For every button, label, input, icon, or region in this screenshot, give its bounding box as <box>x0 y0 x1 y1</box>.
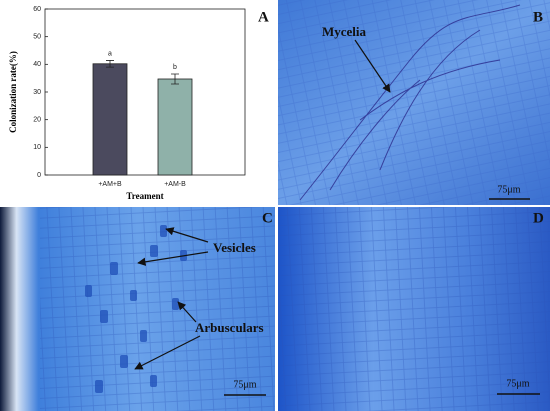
significance-label: b <box>173 64 177 71</box>
y-tick-label: 10 <box>33 144 41 151</box>
arrow <box>177 301 197 323</box>
scale-bar-label: 75μm <box>506 378 529 389</box>
arrow <box>137 251 209 266</box>
arrow <box>354 39 391 93</box>
panel-label: B <box>533 9 543 25</box>
micrograph-d <box>278 207 550 411</box>
error-bar <box>171 73 179 85</box>
plot-frame <box>44 8 246 176</box>
panel-label: D <box>533 210 544 226</box>
y-tick-label: 60 <box>33 6 41 13</box>
y-tick-label: 30 <box>33 89 41 96</box>
scale-bar-label: 75μm <box>497 184 520 195</box>
micrograph-c <box>0 207 275 411</box>
x-tick-label: +AM-B <box>164 181 186 188</box>
x-axis-title: Treament <box>126 191 163 201</box>
micrograph-b <box>278 0 550 205</box>
panel-label: C <box>262 210 273 226</box>
y-axis-title: Colonization rate(%) <box>8 51 18 133</box>
annotation: Mycelia <box>322 24 367 39</box>
y-tick-label: 0 <box>37 172 41 179</box>
bar <box>92 63 128 176</box>
significance-label: a <box>108 50 112 57</box>
annotation: Vesicles <box>213 240 256 255</box>
annotation: Arbusculars <box>195 320 264 335</box>
bar-chart: A Colonization rate(%) Treament 0 10 20 30 4… <box>8 6 269 201</box>
arrow <box>134 335 201 370</box>
y-tick-label: 40 <box>33 61 41 68</box>
y-tick-label: 20 <box>33 117 41 124</box>
x-tick-label: +AM+B <box>98 181 122 188</box>
error-bar <box>106 60 114 68</box>
scale-bar-label: 75μm <box>233 379 256 390</box>
arrow <box>165 227 209 243</box>
panel-label: A <box>258 9 269 25</box>
bar <box>157 78 193 176</box>
y-tick-label: 50 <box>33 34 41 41</box>
